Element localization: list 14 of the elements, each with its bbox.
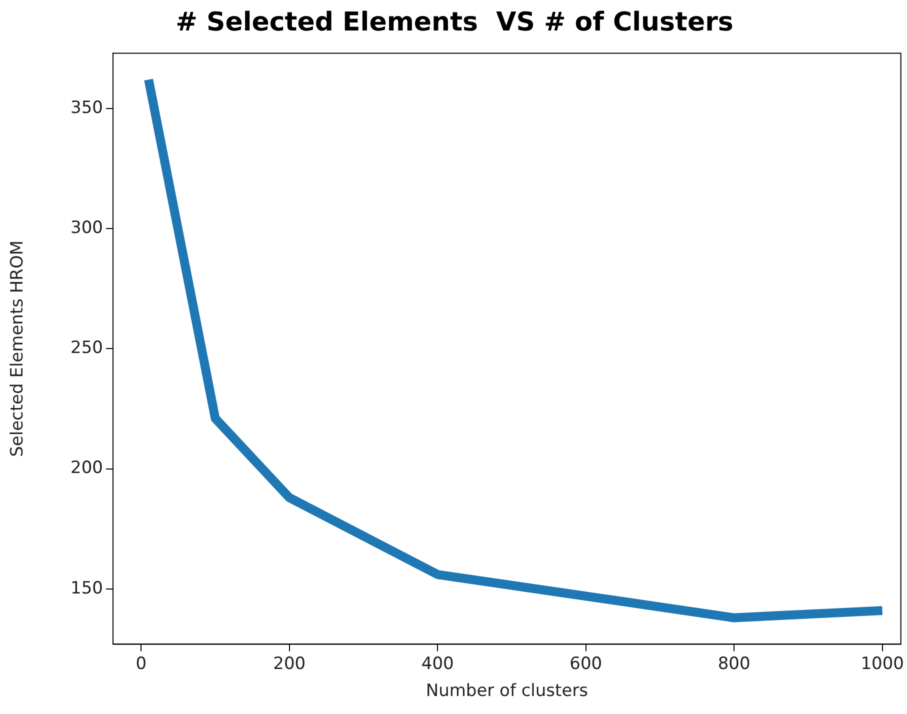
y-tick-label: 200 — [70, 458, 103, 478]
x-tick-label: 0 — [136, 654, 147, 674]
x-tick-label: 600 — [570, 654, 602, 674]
x-tick-label: 200 — [273, 654, 306, 674]
x-tick-label: 1000 — [860, 654, 904, 674]
y-axis-title: Selected Elements HROM — [8, 240, 28, 457]
x-axis-title: Number of clusters — [426, 681, 588, 702]
y-tick-label: 300 — [70, 218, 103, 238]
y-tick-label: 150 — [70, 578, 103, 598]
chart-title: # Selected Elements VS # of Clusters — [176, 7, 734, 38]
x-tick-label: 400 — [421, 654, 454, 674]
y-tick-label: 250 — [70, 338, 103, 358]
y-tick-label: 350 — [70, 98, 103, 118]
x-tick-label: 800 — [718, 654, 750, 674]
